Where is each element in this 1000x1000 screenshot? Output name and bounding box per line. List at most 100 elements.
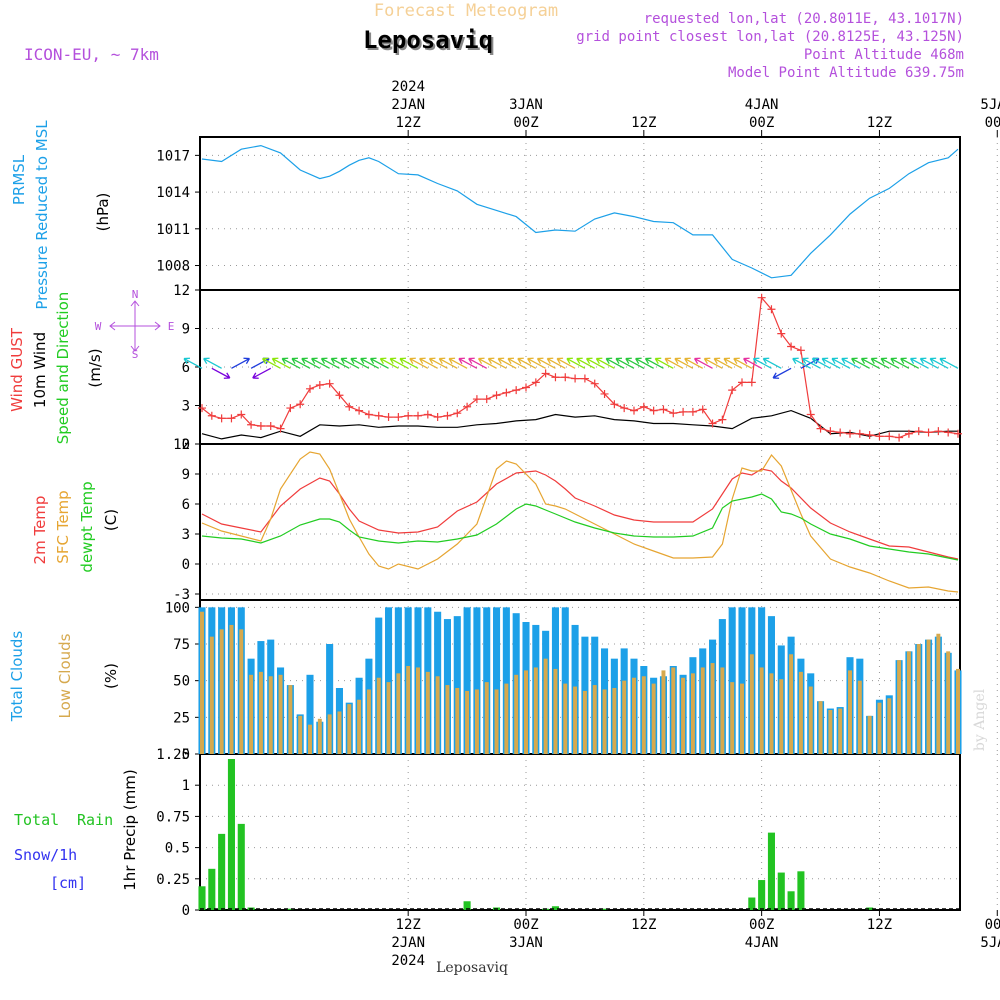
wind-direction-arrow	[419, 357, 438, 369]
wind-direction-arrow	[674, 357, 694, 369]
total-cloud-bar	[306, 674, 314, 754]
wind-direction-arrow	[870, 357, 890, 369]
wind-direction-arrow	[311, 357, 330, 369]
grid-point-coords: grid point closest lon,lat (20.8125E, 43…	[576, 29, 964, 45]
wind-direction-arrow	[703, 357, 723, 369]
low-cloud-bar	[219, 629, 224, 754]
wind-gust-marker	[639, 402, 648, 411]
top-time-label: 2JAN	[391, 97, 425, 113]
wind-gust-marker	[826, 427, 835, 436]
top-time-label: 00Z	[985, 115, 1000, 131]
wind-direction-arrow	[644, 357, 664, 369]
low-cloud-bar	[789, 654, 794, 754]
wind-gust-marker	[865, 431, 874, 440]
low-cloud-bar	[582, 690, 587, 754]
ytick-label: 0	[182, 557, 190, 573]
wind-gust-marker	[266, 422, 275, 431]
wind-gust-marker	[502, 388, 511, 397]
wind-gust-marker	[895, 433, 904, 442]
low-cloud-bar	[209, 636, 214, 754]
wind-gust-marker	[904, 429, 913, 438]
ytick-label: 25	[173, 710, 190, 726]
temp-label-2: SFC Temp	[54, 490, 72, 563]
low-cloud-bar	[406, 666, 411, 754]
bottom-time-label: 5JAN	[980, 935, 1000, 951]
wind-direction-arrow	[301, 357, 321, 369]
low-cloud-bar	[474, 689, 479, 754]
wind-gust-marker	[306, 384, 314, 393]
wind-direction-arrow	[743, 357, 762, 369]
low-cloud-bar	[514, 674, 519, 754]
compass-w: W	[95, 320, 102, 333]
wind-direction-arrow	[664, 357, 684, 369]
bottom-time-label: 00Z	[985, 917, 1000, 933]
bottom-time-label: 12Z	[867, 917, 892, 933]
wind-gust-marker	[423, 410, 432, 419]
wind-direction-arrow	[517, 357, 537, 369]
precip-panel: 0 0.25 0.5 0.75 1 1.25	[156, 747, 998, 919]
precip-label-snow: Snow/1h	[14, 846, 77, 864]
wind-gust-marker	[571, 374, 580, 383]
precip-label-total: Total	[14, 811, 59, 829]
wind-gust-marker	[198, 404, 206, 413]
low-cloud-bar	[956, 668, 960, 754]
pressure-label-1: PRMSL	[10, 154, 28, 205]
wind-direction-arrow	[389, 357, 409, 369]
wind-direction-arrow	[919, 357, 939, 369]
wind-gust-marker	[924, 428, 933, 437]
rain-bar	[748, 897, 756, 910]
top-time-label: 12Z	[396, 115, 421, 131]
wind-direction-arrow	[880, 357, 900, 369]
low-cloud-bar	[926, 639, 931, 754]
temp-frame	[199, 443, 961, 601]
wind-gust-marker	[335, 391, 344, 400]
low-cloud-bar	[249, 674, 254, 754]
wind-gust-marker	[610, 400, 619, 409]
ytick-label: 0	[182, 437, 190, 453]
ytick-label: 0	[182, 903, 190, 919]
rain-bar	[866, 907, 874, 910]
ytick-label: 12	[173, 437, 190, 453]
wind-direction-arrow	[635, 357, 654, 369]
wind-direction-arrow	[821, 357, 841, 369]
low-cloud-bar	[877, 702, 882, 754]
wind-gust-marker	[659, 405, 668, 414]
low-cloud-bar	[632, 677, 636, 754]
wind-direction-arrow	[792, 357, 812, 369]
wind-direction-arrow	[536, 357, 556, 369]
low-cloud-bar	[906, 651, 911, 754]
top-time-label: 3JAN	[509, 97, 543, 113]
low-cloud-bar	[690, 673, 695, 754]
low-cloud-bar	[504, 683, 509, 754]
rain-bar	[797, 871, 805, 910]
wind-gust-marker	[600, 389, 609, 398]
wind-direction-arrow	[211, 367, 231, 379]
low-cloud-bar	[425, 671, 430, 754]
wind-panel-labels: Wind GUST 10m Wind Speed and Direction (…	[8, 288, 174, 444]
low-cloud-bar	[720, 667, 725, 754]
temp-label-3: dewpt Temp	[78, 481, 96, 572]
wind-direction-arrow	[350, 357, 370, 369]
low-cloud-bar	[366, 689, 371, 754]
wind-gust-marker	[620, 404, 629, 413]
precip-frame	[199, 753, 961, 911]
wind-direction-arrow	[477, 357, 497, 369]
total-cloud-bar	[738, 607, 746, 754]
bottom-time-label: 4JAN	[745, 935, 779, 951]
wind-direction-arrow	[399, 357, 419, 369]
wind-gust-marker	[551, 373, 560, 382]
rain-bar	[227, 758, 235, 910]
temp-sfc-line	[201, 451, 959, 593]
wind-gust-marker	[738, 378, 746, 387]
total-cloud-bar	[385, 607, 393, 754]
precip-panel-labels: Total Rain Snow/1h [cm] 1hr Precip (mm)	[14, 769, 139, 892]
top-time-label: 4JAN	[745, 97, 779, 113]
wind-gust-marker	[777, 329, 786, 338]
requested-coords: requested lon,lat (20.8011E, 43.1017N)	[644, 11, 964, 27]
compass-e: E	[168, 320, 175, 333]
top-time-label: 00Z	[749, 115, 774, 131]
wind-gust-marker	[531, 378, 540, 387]
pressure-label-2: Pressure Reduced to MSL	[33, 120, 51, 310]
wind-gust-marker	[492, 391, 501, 400]
total-cloud-bar	[728, 607, 736, 754]
